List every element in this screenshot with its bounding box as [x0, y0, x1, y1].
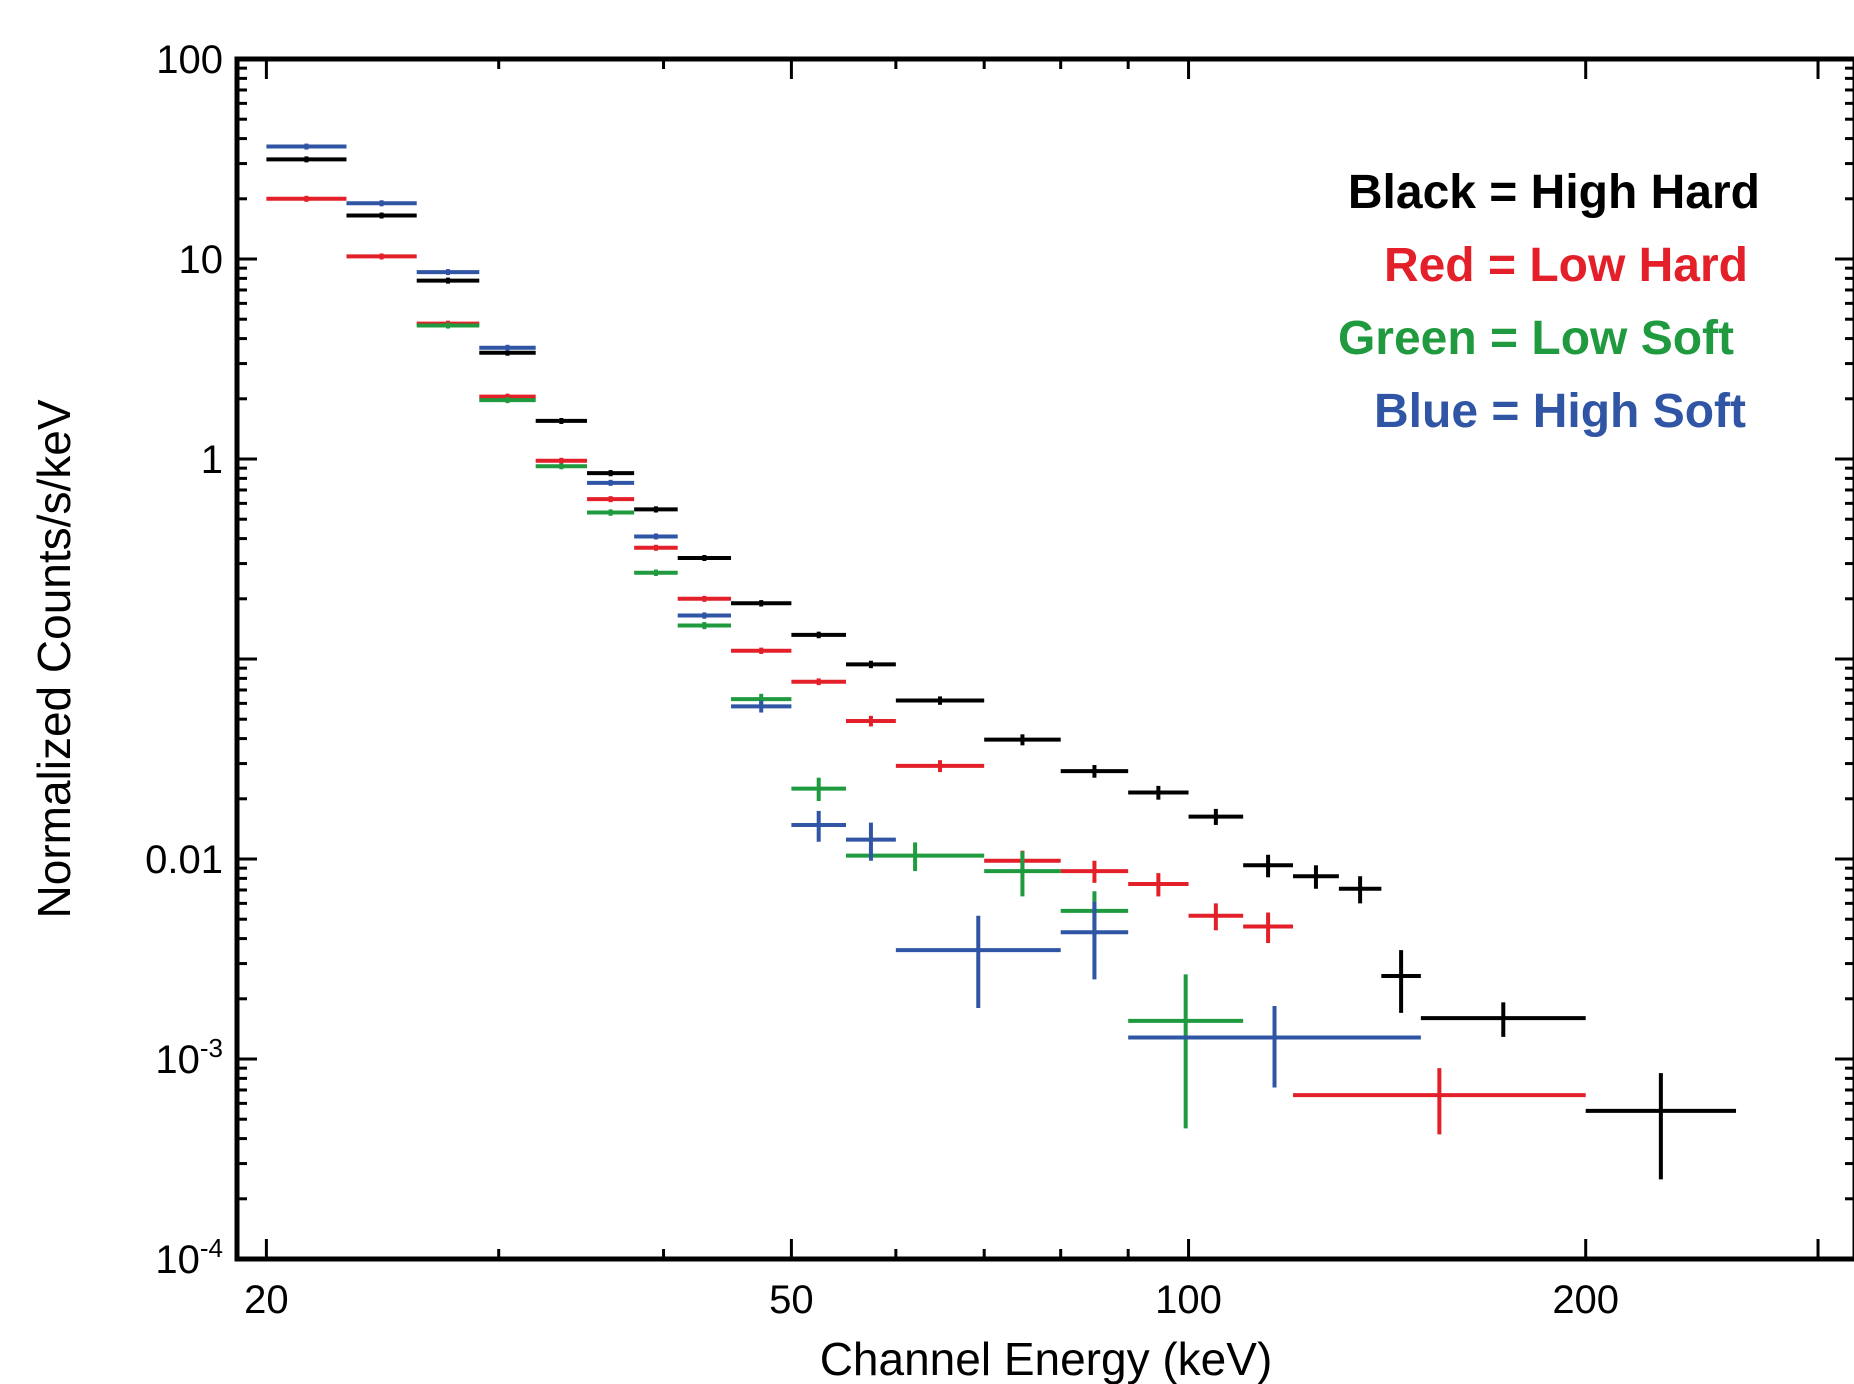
- error-bar-series: [266, 143, 1737, 1180]
- series-3: [266, 143, 1421, 1088]
- x-tick-label: 50: [769, 1278, 814, 1322]
- x-axis-title: Channel Energy (keV): [820, 1333, 1273, 1384]
- legend-entry: Red = Low Hard: [1384, 239, 1748, 292]
- y-tick-label: 10: [179, 238, 224, 282]
- legend-entry: Blue = High Soft: [1374, 385, 1746, 438]
- x-tick-label: 20: [244, 1278, 289, 1322]
- plot-frame: [234, 56, 1854, 1262]
- y-tick-labels: 100 10 1 0.01 10-3 10-4: [145, 38, 223, 1282]
- legend-entry: Black = High Hard: [1348, 166, 1760, 219]
- y-tick-label: 0.01: [145, 838, 223, 882]
- legend-entry: Green = Low Soft: [1338, 312, 1734, 365]
- y-tick-label: 10-3: [155, 1033, 223, 1082]
- y-axis-title: Normalized Counts/s/keV: [28, 399, 80, 918]
- x-tick-label: 100: [1155, 1278, 1222, 1322]
- y-tick-label: 100: [156, 38, 223, 82]
- x-tick-labels: 20 50 100 200: [244, 1278, 1619, 1322]
- legend: Black = High Hard Red = Low Hard Green = L…: [1338, 166, 1760, 438]
- y-tick-label: 10-4: [155, 1233, 223, 1282]
- series-2: [416, 322, 1244, 1129]
- series-0: [266, 156, 1737, 1180]
- x-tick-label: 200: [1552, 1278, 1619, 1322]
- y-tick-label: 1: [201, 438, 223, 482]
